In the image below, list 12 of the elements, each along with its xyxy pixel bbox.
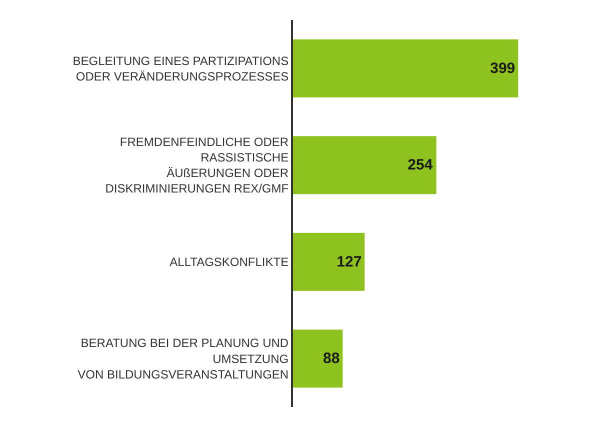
data-label: 254 — [408, 156, 434, 174]
bar — [293, 330, 343, 388]
data-label: 399 — [490, 60, 516, 77]
bar — [293, 232, 365, 291]
y-tick-label: BERATUNG BEI DER PLANUNG UND UMSETZUNG VON BILDUNGSVERANSTALTUNGEN — [78, 336, 289, 382]
y-tick-label: FREMDENFEINDLICHE ODER RASSISTISCHE ÄUßERUNGEN ODER DISKRIMINIERUNGEN REX/GMF — [105, 134, 289, 196]
y-tick-label: ALLTAGSKONFLIKTE — [170, 255, 289, 270]
bar — [293, 39, 518, 98]
data-label: 88 — [322, 350, 340, 368]
y-tick-label: BEGLEITUNG EINES PARTIZIPATIONS ODER VERÄNDERUNGSPROZESSES — [72, 54, 289, 84]
bar — [293, 136, 436, 194]
data-label: 127 — [336, 253, 362, 270]
